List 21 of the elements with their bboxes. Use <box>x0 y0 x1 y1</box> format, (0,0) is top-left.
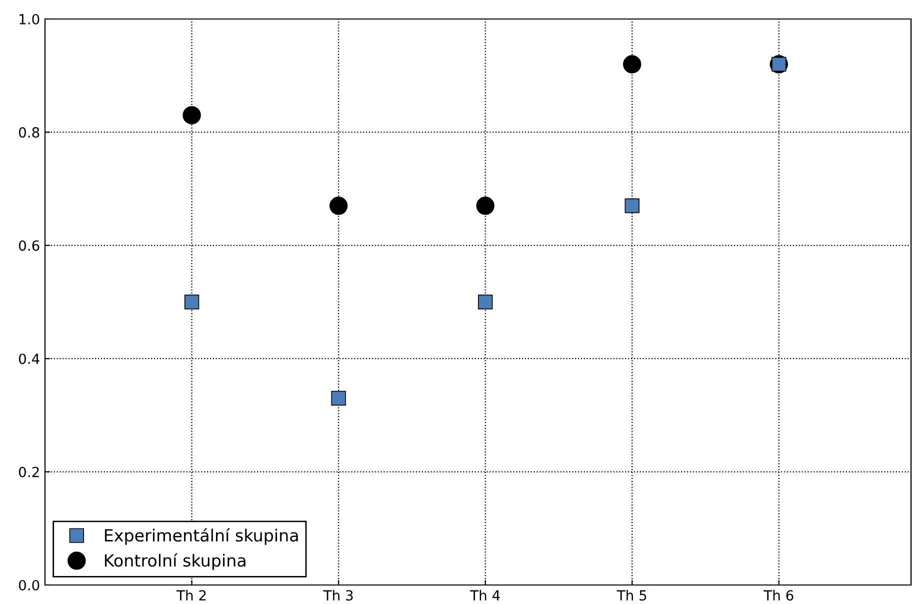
point <box>624 198 640 214</box>
point <box>184 294 200 310</box>
point <box>476 196 494 215</box>
x-tick-label: Th 3 <box>323 590 353 601</box>
legend-label: Kontrolní skupina <box>104 553 246 570</box>
point <box>478 294 493 310</box>
point <box>329 196 348 215</box>
legend-label: Experimentální skupina <box>104 528 298 545</box>
y-tick-label: 0.8 <box>18 127 40 138</box>
point <box>182 106 201 124</box>
x-tick-label: Th 4 <box>470 590 500 600</box>
point <box>331 390 346 406</box>
y-tick-label: 0.0 <box>18 580 40 590</box>
y-tick-label: 1.0 <box>20 14 40 24</box>
x-tick-label: Th 6 <box>764 590 794 601</box>
x-tick-label: Th 5 <box>616 590 646 601</box>
y-tick-label: 0.6 <box>18 240 40 251</box>
point <box>623 55 642 74</box>
x-tick-label: Th 2 <box>176 590 206 600</box>
y-tick-label: 0.2 <box>18 466 39 478</box>
y-tick-label: 0.4 <box>18 354 40 364</box>
